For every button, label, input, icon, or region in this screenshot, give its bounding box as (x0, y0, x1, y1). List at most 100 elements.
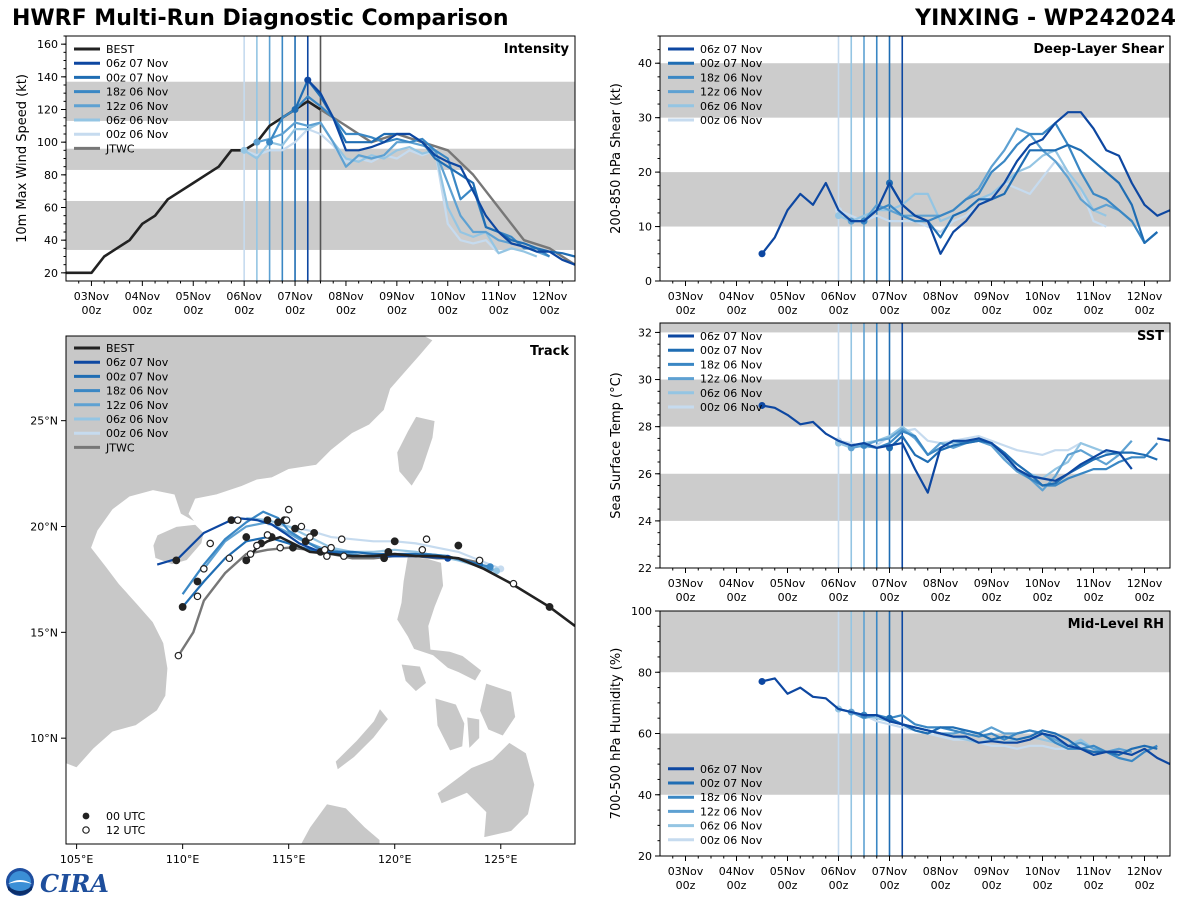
shear-xtick-label-day: 06Nov (821, 290, 857, 303)
land-mindanao (436, 741, 536, 839)
sst-xtick-label-hour: 00z (1135, 591, 1155, 604)
intensity-xtick-label-hour: 00z (82, 304, 102, 317)
track-marker-12utc (225, 554, 234, 563)
panel-rh: 2040608010003Nov00z04Nov00z05Nov00z06Nov… (609, 605, 1171, 892)
rh-xtick-label-day: 04Nov (719, 865, 755, 878)
rh-xtick-label-day: 12Nov (1127, 865, 1163, 878)
sst-xtick-label-day: 09Nov (974, 577, 1010, 590)
track-marker-12utc (306, 533, 314, 541)
sst-xtick-label-hour: 00z (880, 591, 900, 604)
intensity-ytick-label: 80 (44, 169, 58, 182)
sst-band-0 (660, 473, 1170, 521)
intensity-legend-label: 18z 06 Nov (106, 86, 169, 99)
land-cebu-bohol (466, 716, 480, 750)
land-mindoro (400, 663, 427, 693)
intensity-ytick-label: 120 (37, 104, 58, 117)
shear-series-5 (838, 160, 1107, 234)
shear-xtick-label-day: 08Nov (923, 290, 959, 303)
intensity-legend-label: 12z 06 Nov (106, 100, 169, 113)
rh-ytick-label: 60 (638, 728, 652, 741)
panel-track: 105°E 110°E 115°E 120°E 125°E 10°N 15°N 20°N 25°… (30, 335, 576, 866)
sst-panel-title: SST (1137, 329, 1164, 344)
shear-legend-label: 06z 07 Nov (700, 43, 763, 56)
track-series-4-start-point (493, 567, 501, 575)
sst-legend-label: 12z 06 Nov (700, 373, 763, 386)
track-marker-12utc (337, 535, 346, 544)
intensity-series-5 (243, 128, 512, 255)
shear-series-2 (863, 122, 1159, 244)
rh-series-0-start-point (758, 677, 766, 685)
intensity-series-1-start-point (291, 106, 299, 113)
shear-legend-label: 00z 06 Nov (700, 114, 763, 127)
sst-series-5 (838, 427, 1107, 456)
track-marker-12utc (323, 552, 331, 560)
sst-legend-label: 18z 06 Nov (700, 358, 763, 371)
track-legend-label: 06z 06 Nov (106, 413, 169, 426)
intensity-jtwc-line (319, 108, 575, 266)
sst-xtick-label-hour: 00z (676, 591, 696, 604)
intensity-xtick-label-hour: 00z (540, 304, 560, 317)
track-lon-label: 120°E (378, 853, 411, 866)
shear-xtick-label-hour: 00z (727, 304, 747, 317)
intensity-xtick-label-day: 05Nov (176, 290, 212, 303)
shear-legend-label: 00z 07 Nov (700, 57, 763, 70)
track-marker-12utc (340, 552, 348, 560)
track-marker-00utc (242, 556, 251, 565)
land-taiwan (396, 415, 436, 487)
sst-series-0-start-point (758, 401, 766, 409)
track-marker-12utc (276, 543, 285, 552)
shear-xtick-label-hour: 00z (1084, 304, 1104, 317)
intensity-ytick-label: 100 (37, 136, 58, 149)
shear-panel-title: Deep-Layer Shear (1033, 42, 1164, 57)
land-samar-leyte (479, 682, 517, 737)
intensity-xtick-label-hour: 00z (183, 304, 203, 317)
land-hainan (152, 523, 205, 566)
track-marker-00utc (289, 543, 297, 552)
track-map-area (66, 336, 575, 844)
rh-xtick-label-hour: 00z (1084, 879, 1104, 892)
track-marker-00utc (263, 516, 272, 525)
intensity-series-4-start-point (240, 146, 248, 154)
intensity-xtick-label-hour: 00z (285, 304, 305, 317)
track-panel-title: Track (530, 344, 569, 359)
sst-xtick-label-day: 10Nov (1025, 577, 1061, 590)
track-legend-label: 18z 06 Nov (106, 385, 169, 398)
track-lon-label: 110°E (166, 853, 199, 866)
cira-logo: CIRA (6, 868, 109, 898)
track-marker-12utc (174, 651, 183, 660)
shear-xtick-label-day: 07Nov (872, 290, 908, 303)
sst-band-2 (660, 323, 1170, 333)
rh-xtick-label-day: 06Nov (821, 865, 857, 878)
shear-xtick-label-day: 05Nov (770, 290, 806, 303)
land-mainland (66, 336, 434, 769)
shear-xtick-label-hour: 00z (1033, 304, 1053, 317)
intensity-legend-label: 06z 07 Nov (106, 57, 169, 70)
intensity-ytick-label: 40 (44, 234, 58, 247)
track-marker-12utc (263, 531, 272, 539)
track-marker-00utc (545, 603, 554, 611)
track-marker-00utc (172, 556, 181, 565)
shear-plot-area (660, 36, 1170, 281)
shear-xtick-label-hour: 00z (931, 304, 951, 317)
track-legend-label: 12z 06 Nov (106, 399, 169, 412)
rh-xtick-label-hour: 00z (880, 879, 900, 892)
sst-xtick-label-day: 07Nov (872, 577, 908, 590)
track-marker-12utc (327, 543, 335, 552)
track-marker-00utc (454, 541, 463, 550)
sst-xtick-label-hour: 00z (931, 591, 951, 604)
track-marker-12utc (418, 545, 427, 554)
intensity-xtick-label-hour: 00z (336, 304, 356, 317)
sst-ytick-label: 22 (638, 562, 652, 575)
track-marker-00utc (274, 518, 282, 527)
shear-band-1 (660, 63, 1170, 118)
intensity-xtick-label-day: 04Nov (125, 290, 161, 303)
rh-ytick-label: 100 (631, 605, 652, 618)
land-borneo (300, 803, 381, 844)
rh-legend-label: 00z 06 Nov (700, 834, 763, 847)
intensity-xtick-label-hour: 00z (387, 304, 407, 317)
shear-ytick-label: 20 (638, 166, 652, 179)
shear-xtick-label-hour: 00z (829, 304, 849, 317)
